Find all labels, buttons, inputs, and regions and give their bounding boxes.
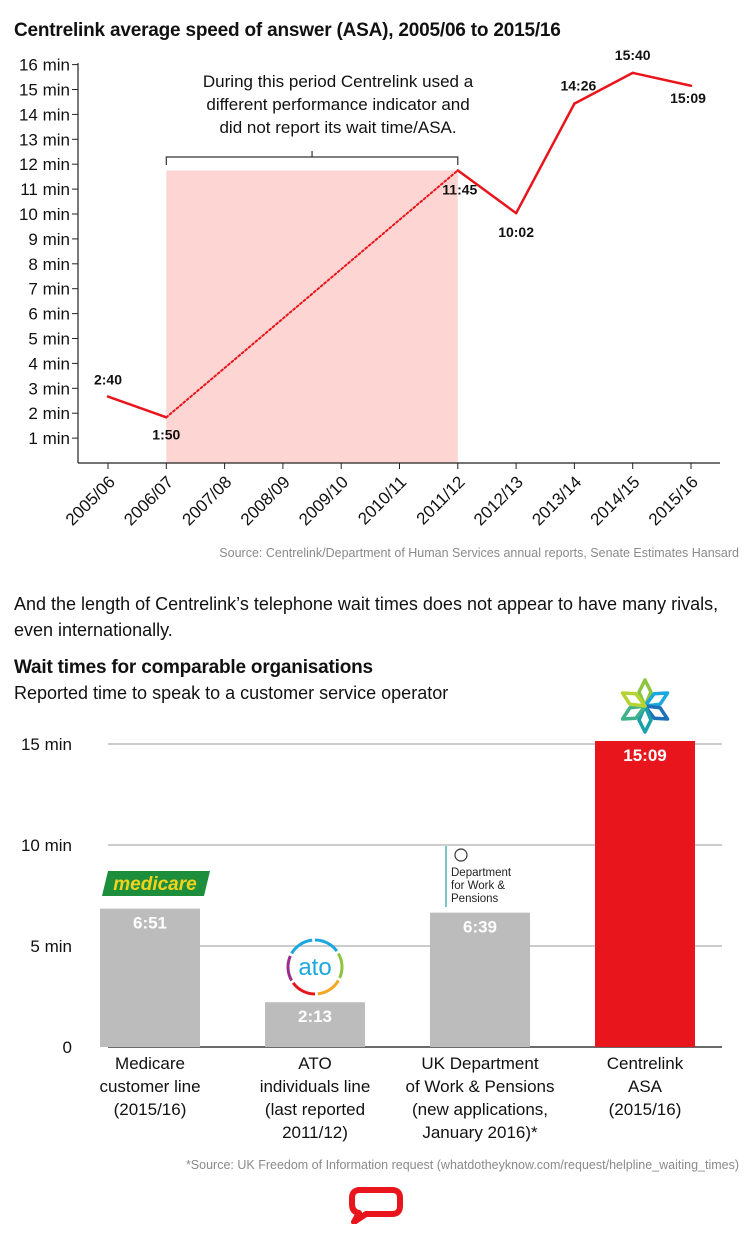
y-tick-label: 10 min	[21, 836, 72, 855]
line-segment-dotted	[165, 169, 459, 419]
bar-value-label: 15:09	[623, 746, 666, 765]
y-tick-label: 7 min	[28, 280, 70, 299]
category-label: (last reported	[265, 1100, 365, 1119]
y-tick-label: 1 min	[28, 429, 70, 448]
chart2-subtitle: Reported time to speak to a customer ser…	[14, 683, 449, 703]
category-label: January 2016)*	[422, 1123, 538, 1142]
ato-logo-icon: ato	[286, 938, 344, 996]
line-segment	[106, 395, 168, 419]
svg-text:Pensions: Pensions	[451, 893, 499, 905]
annotation-text: different performance indicator and	[206, 95, 469, 114]
category-label: individuals line	[260, 1077, 371, 1096]
line-chart: 1 min 2 min 3 min 4 min 5 min 6 min 7 min 8 min…	[19, 47, 720, 529]
y-tick-label: 12 min	[19, 155, 70, 174]
y-tick-label: 14 min	[19, 105, 70, 124]
data-label: 10:02	[498, 224, 534, 240]
y-tick-label: 3 min	[28, 379, 70, 398]
annotation-bracket	[165, 151, 459, 165]
y-tick-label: 6 min	[28, 305, 70, 324]
bar	[430, 912, 530, 1047]
category-label: of Work & Pensions	[406, 1077, 555, 1096]
data-label: 14:26	[560, 78, 596, 94]
x-tick-label: 2010/11	[354, 472, 410, 528]
category-label: 2011/12)	[282, 1123, 348, 1142]
body-paragraph: And the length of Centrelink’s telephone…	[14, 594, 719, 640]
medicare-logo-icon: medicare	[102, 871, 210, 896]
data-label: 1:50	[152, 426, 180, 442]
category-label: customer line	[99, 1077, 200, 1096]
x-tick-label: 2011/12	[413, 472, 469, 528]
annotation-text: did not report its wait time/ASA.	[219, 118, 456, 137]
y-tick-label: 13 min	[19, 130, 70, 149]
x-tick-label: 2015/16	[645, 472, 702, 529]
bar	[265, 1002, 365, 1047]
category-label: ATO	[298, 1054, 331, 1073]
x-tick-label: 2012/13	[470, 472, 527, 529]
x-tick-label: 2014/15	[587, 472, 644, 529]
svg-text:ato: ato	[298, 954, 331, 981]
y-tick-label: 4 min	[28, 354, 70, 373]
y-tick-label: 11 min	[20, 180, 70, 199]
y-tick-label: 10 min	[19, 205, 70, 224]
chart2-source: *Source: UK Freedom of Information reque…	[185, 1158, 739, 1172]
data-label: 15:40	[615, 47, 651, 63]
x-tick-label: 2006/07	[120, 472, 177, 529]
line-segment	[631, 71, 693, 88]
chart2-title: Wait times for comparable organisations	[14, 657, 373, 678]
y-tick-label: 9 min	[28, 230, 70, 249]
line-segment	[514, 102, 576, 215]
x-tick-label: 2007/08	[179, 472, 236, 529]
shaded-period	[166, 170, 458, 464]
line-segment	[456, 169, 518, 215]
x-tick-label: 2013/14	[528, 472, 585, 529]
svg-text:Department: Department	[451, 867, 512, 879]
category-label: Medicare	[115, 1054, 185, 1073]
category-label: (2015/16)	[114, 1100, 187, 1119]
bar	[100, 908, 200, 1047]
x-tick-label: 2005/06	[62, 472, 119, 529]
y-tick-label: 15 min	[19, 81, 70, 100]
data-label: 15:09	[670, 90, 706, 106]
bar-value-label: 2:13	[298, 1007, 332, 1026]
bar-value-label: 6:39	[463, 918, 497, 937]
category-label: (new applications,	[412, 1100, 548, 1119]
bar-chart: 0 5 min 10 min 15 min 6:51 Medicare customer l…	[21, 678, 722, 1142]
annotation-text: During this period Centrelink used a	[203, 72, 474, 91]
y-tick-label: 2 min	[28, 404, 70, 423]
x-tick-label: 2008/09	[237, 472, 294, 529]
x-tick-label: 2009/10	[295, 472, 352, 529]
category-label: UK Department	[421, 1054, 538, 1073]
bar-value-label: 6:51	[133, 914, 167, 933]
speech-bubble-logo-icon	[349, 1187, 403, 1224]
category-label: (2015/16)	[609, 1100, 682, 1119]
y-tick-label: 0	[63, 1038, 72, 1057]
svg-text:medicare: medicare	[113, 874, 197, 895]
chart1-source: Source: Centrelink/Department of Human S…	[219, 546, 739, 560]
centrelink-star-logo-icon	[620, 678, 670, 734]
category-label: ASA	[628, 1077, 663, 1096]
data-label: 2:40	[94, 372, 122, 388]
y-tick-label: 5 min	[30, 937, 72, 956]
chart1-title: Centrelink average speed of answer (ASA)…	[14, 20, 561, 41]
y-tick-label: 15 min	[21, 735, 72, 754]
category-label: Centrelink	[607, 1054, 684, 1073]
bar	[595, 740, 695, 1047]
data-label: 11:45	[442, 181, 477, 197]
y-tick-label: 8 min	[28, 255, 70, 274]
y-tick-label: 16 min	[19, 56, 70, 75]
svg-text:for Work &: for Work &	[451, 880, 505, 892]
line-segment	[573, 71, 634, 105]
y-tick-label: 5 min	[28, 330, 70, 349]
